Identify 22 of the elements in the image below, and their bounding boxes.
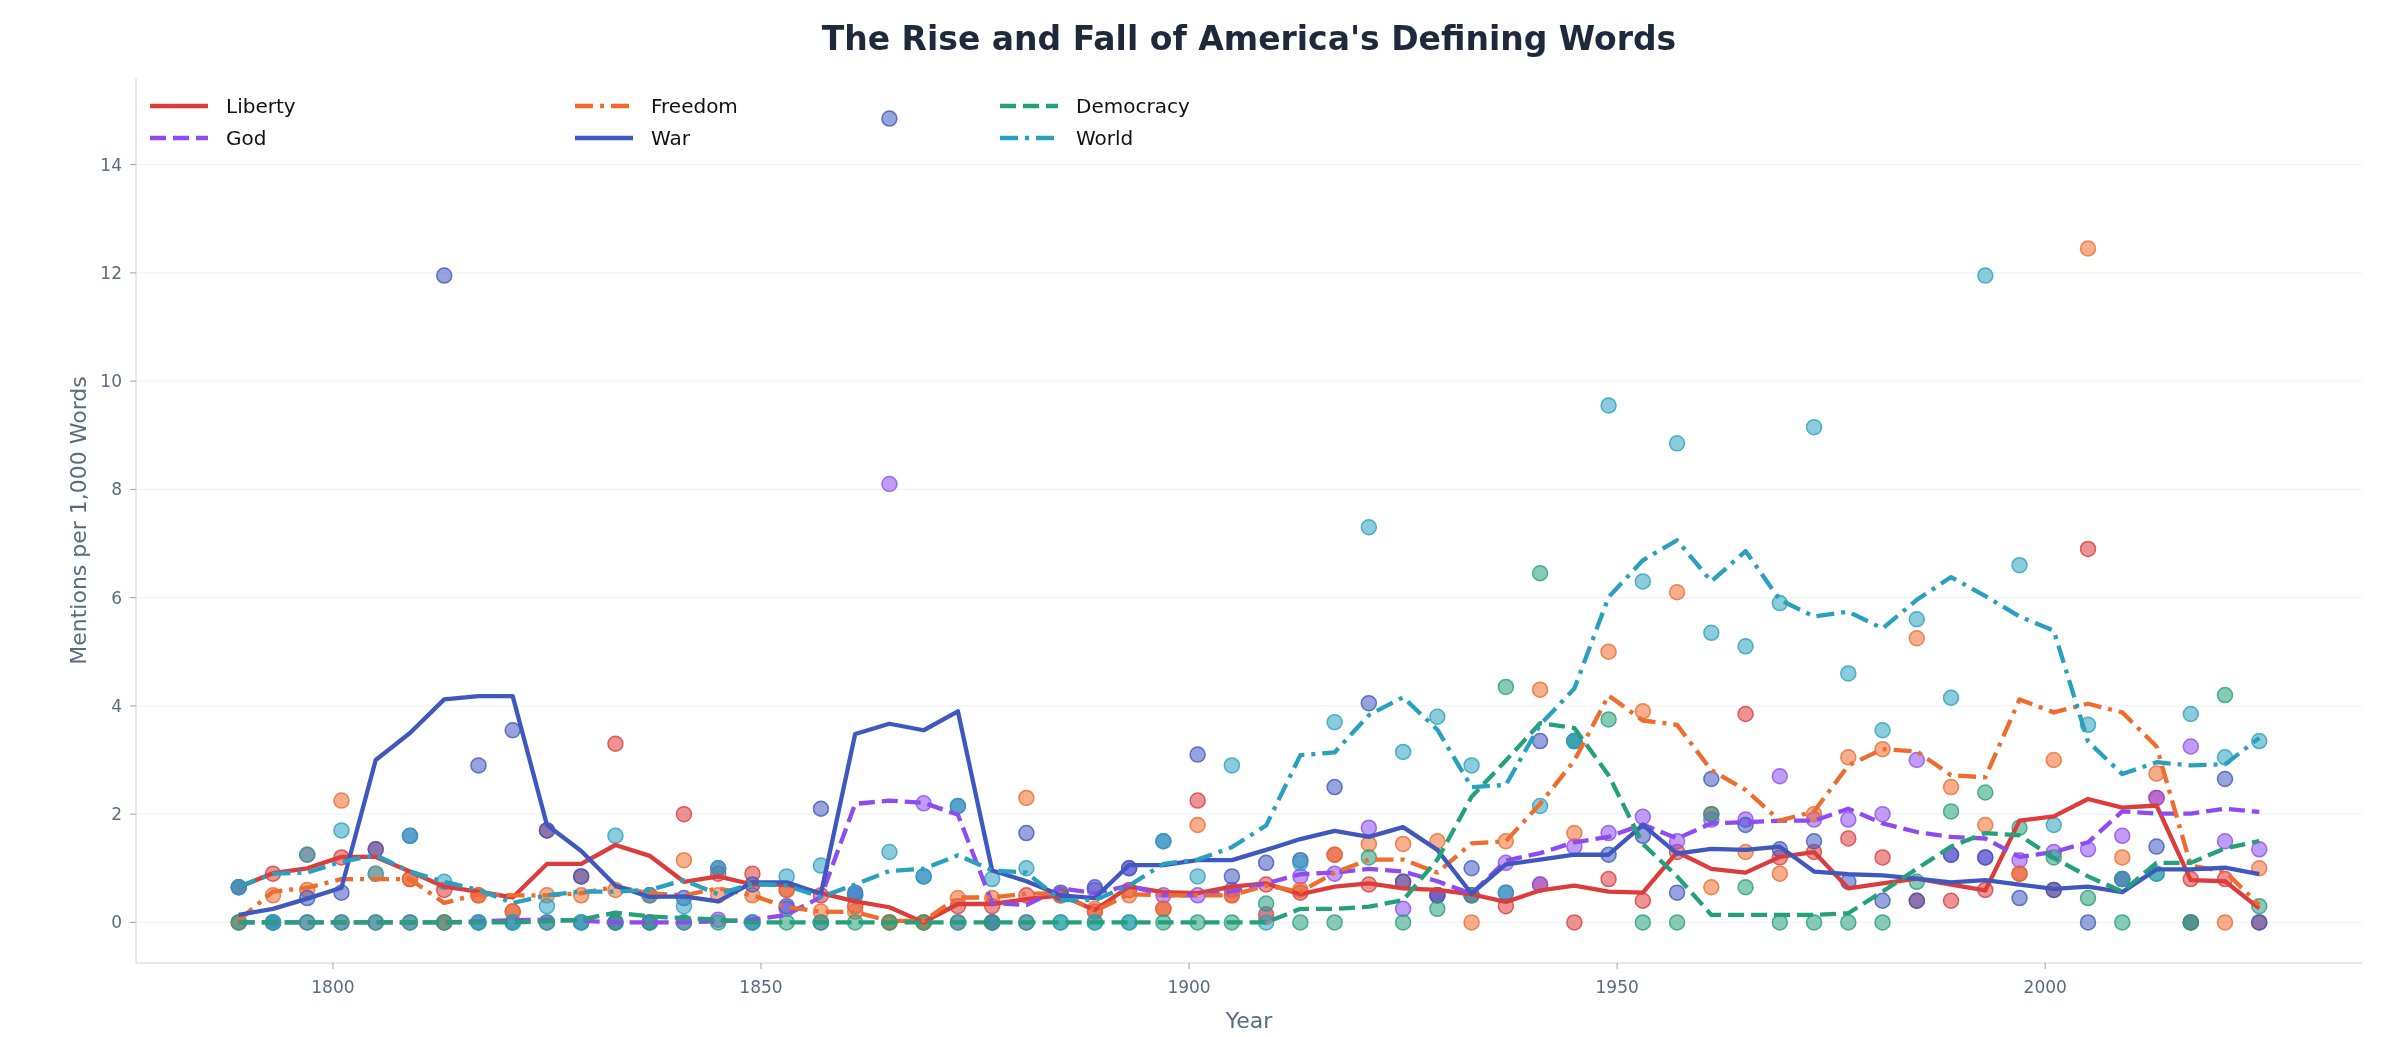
x-axis-title: Year xyxy=(1224,1008,1274,1033)
y-tick-label: 0 xyxy=(111,912,122,933)
x-tick-label: 1800 xyxy=(311,977,355,997)
legend-label: Liberty xyxy=(226,94,296,118)
y-tick-label: 12 xyxy=(100,262,122,283)
legend-label: Freedom xyxy=(651,94,738,118)
legend-label: God xyxy=(226,126,267,150)
y-tick-label: 2 xyxy=(111,804,122,825)
x-tick-label: 1850 xyxy=(739,977,783,997)
y-tick-label: 6 xyxy=(111,587,122,608)
x-tick-label: 1950 xyxy=(1595,977,1639,997)
legend-label: World xyxy=(1076,126,1134,150)
legend-label: Democracy xyxy=(1076,94,1190,118)
chart-title: The Rise and Fall of America's Defining Words xyxy=(821,19,1677,58)
x-tick-label: 1900 xyxy=(1167,977,1211,997)
y-tick-label: 14 xyxy=(100,154,122,175)
y-tick-label: 4 xyxy=(111,695,122,716)
legend-label: War xyxy=(651,126,691,150)
y-tick-label: 8 xyxy=(111,479,122,500)
y-axis-title: Mentions per 1,000 Words xyxy=(66,376,91,665)
x-tick-label: 2000 xyxy=(2023,977,2067,997)
y-tick-label: 10 xyxy=(100,371,122,392)
